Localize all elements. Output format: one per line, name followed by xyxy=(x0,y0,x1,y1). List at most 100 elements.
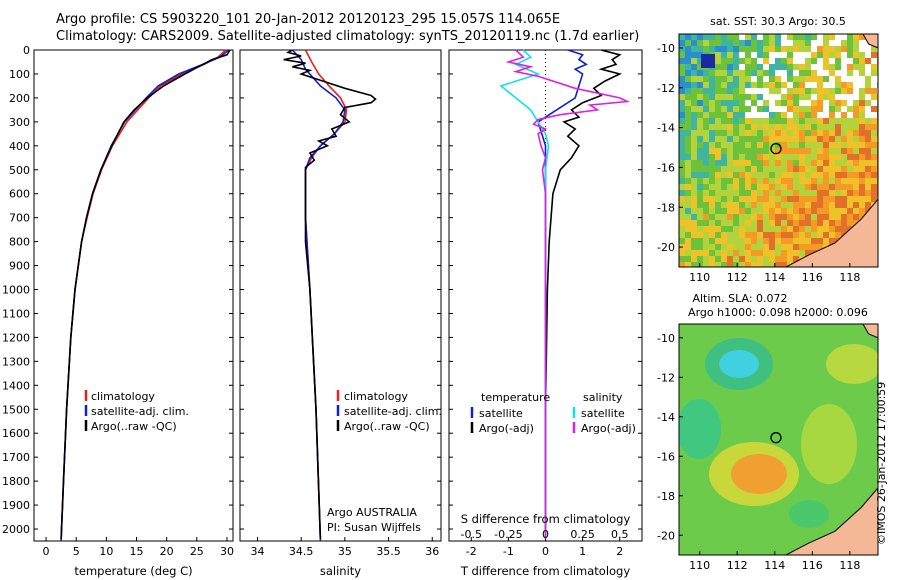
temperature-xtick-label: 5 xyxy=(73,545,80,558)
sla-map-ytick-label: -12 xyxy=(657,371,675,384)
depth-tick-label: 800 xyxy=(9,236,30,249)
salinity-legend-label: climatology xyxy=(344,390,408,403)
s-difference-tick-label: -0.5 xyxy=(461,528,482,541)
float-pi: PI: Susan Wijffels xyxy=(327,521,421,534)
sla-map-ytick-label: -18 xyxy=(657,490,675,503)
difference-panel: -2 -1 0 1 2 T difference from climatology S di… xyxy=(448,49,643,578)
sla-map-xtick-label: 118 xyxy=(839,559,860,572)
difference-legend-label: satellite xyxy=(479,407,523,420)
salinity-series-argo-raw-qc- xyxy=(283,49,377,539)
salinity-panel: 34 34.5 35 35.5 36 salinity climatology satelli… xyxy=(239,49,442,578)
depth-tick-label: 1000 xyxy=(2,284,30,297)
difference-series-salinity-argo-adj- xyxy=(505,49,631,539)
difference-legend-label: satellite xyxy=(581,407,625,420)
sst-map-coastline xyxy=(785,198,878,267)
depth-tick-label: 2000 xyxy=(2,523,30,536)
s-difference-axis-title: S difference from climatology xyxy=(461,512,631,526)
depth-tick-label: 400 xyxy=(9,140,30,153)
temperature-panel: 0 5 10 15 20 25 30 temperature (deg C) 0 100 200 30… xyxy=(2,44,234,578)
temperature-xtick-label: 20 xyxy=(160,545,174,558)
sst-map-ytick-label: -20 xyxy=(657,241,675,254)
sla-map-frame xyxy=(678,323,879,556)
salinity-frame xyxy=(239,49,442,542)
depth-tick-label: 1100 xyxy=(2,307,30,320)
temperature-xtick-label: 25 xyxy=(190,545,204,558)
sst-map-ytick-label: -16 xyxy=(657,161,675,174)
temperature-series-climatology xyxy=(60,49,227,542)
depth-tick-label: 1700 xyxy=(2,451,30,464)
depth-tick-label: 1600 xyxy=(2,427,30,440)
difference-legend-title: temperature xyxy=(481,391,550,404)
sst-map-argo-position-marker xyxy=(770,142,782,155)
salinity-xtick-label: 35.5 xyxy=(376,545,401,558)
sst-map-title: sat. SST: 30.3 Argo: 30.5 xyxy=(710,15,846,28)
temperature-legend-label: satellite-adj. clim. xyxy=(91,405,189,418)
difference-series-salinity-satellite xyxy=(499,49,550,539)
figure-title-line-1: Argo profile: CS 5903220_101 20-Jan-2012… xyxy=(56,12,561,27)
salinity-xtick-label: 34.5 xyxy=(289,545,314,558)
sst-map-xtick-label: 114 xyxy=(764,271,785,284)
sla-map-ytick-label: -14 xyxy=(657,411,675,424)
temperature-xlabel: temperature (deg C) xyxy=(74,564,192,578)
salinity-legend-label: Argo(..raw -QC) xyxy=(344,420,430,433)
temperature-xtick-label: 0 xyxy=(43,545,50,558)
sla-map-xtick-label: 110 xyxy=(689,559,710,572)
depth-tick-label: 0 xyxy=(23,44,30,57)
sst-map-xtick-label: 118 xyxy=(839,271,860,284)
sla-map-subtitle: Argo h1000: 0.098 h2000: 0.096 xyxy=(688,306,868,319)
difference-series-temperature-argo-adj- xyxy=(544,49,623,539)
depth-tick-label: 1500 xyxy=(2,403,30,416)
sla-map-island xyxy=(862,324,878,339)
sla-map-title: Altim. SLA: 0.072 xyxy=(692,292,787,305)
s-difference-tick-label: 0 xyxy=(542,528,549,541)
depth-tick-label: 1900 xyxy=(2,499,30,512)
depth-tick-label: 700 xyxy=(9,212,30,225)
s-difference-tick-label: 0.5 xyxy=(611,528,629,541)
salinity-xtick-label: 36 xyxy=(425,545,439,558)
sla-map-xtick-label: 114 xyxy=(764,559,785,572)
difference-legend-label: Argo(-adj) xyxy=(581,422,636,435)
temperature-legend-label: Argo(..raw -QC) xyxy=(91,420,177,433)
sst-map-xtick-label: 112 xyxy=(727,271,748,284)
sst-map-ytick-label: -14 xyxy=(657,122,675,135)
depth-tick-label: 100 xyxy=(9,68,30,81)
float-owner: Argo AUSTRALIA xyxy=(327,506,417,519)
s-difference-tick-label: -0.25 xyxy=(494,528,522,541)
depth-tick-label: 600 xyxy=(9,188,30,201)
sla-map-xtick-label: 116 xyxy=(802,559,823,572)
salinity-xtick-label: 34 xyxy=(250,545,264,558)
depth-tick-label: 200 xyxy=(9,92,30,105)
temperature-series-argo-raw-qc- xyxy=(60,49,231,539)
sla-map-argo-position-marker xyxy=(770,432,782,444)
sst-map-xtick-label: 110 xyxy=(689,271,710,284)
sla-map-coastline xyxy=(785,487,878,555)
temperature-frame xyxy=(33,49,234,542)
sst-map-field xyxy=(679,34,878,267)
temperature-series-satellite-adj-clim- xyxy=(60,49,230,542)
depth-tick-label: 300 xyxy=(9,116,30,129)
difference-xlabel: T difference from climatology xyxy=(460,564,631,578)
difference-xtick-label: 2 xyxy=(616,545,623,558)
difference-xtick-label: -2 xyxy=(466,545,477,558)
sst-map-xtick-label: 116 xyxy=(802,271,823,284)
sst-map-island xyxy=(862,34,878,49)
difference-xtick-label: 1 xyxy=(579,545,586,558)
depth-tick-label: 500 xyxy=(9,164,30,177)
s-difference-tick-label: 0.25 xyxy=(570,528,595,541)
sla-map-field xyxy=(679,324,878,555)
depth-tick-label: 900 xyxy=(9,260,30,273)
sla-map-panel: 110 112 114 116 118 -10 -12 -14 -16 -18 -20 Altim. … xyxy=(657,292,879,572)
temperature-xtick-label: 10 xyxy=(99,545,113,558)
depth-tick-label: 1300 xyxy=(2,355,30,368)
sst-map-panel: 110 112 114 116 118 -10 -12 -14 -16 -18 -20 sat. SS… xyxy=(657,15,879,284)
sst-map-ytick-label: -10 xyxy=(657,42,675,55)
depth-tick-label: 1800 xyxy=(2,475,30,488)
figure-title-line-2: Climatology: CARS2009. Satellite-adjuste… xyxy=(56,29,640,44)
difference-legend-label: Argo(-adj) xyxy=(479,422,534,435)
salinity-xlabel: salinity xyxy=(320,564,361,578)
sla-map-ytick-label: -10 xyxy=(657,332,675,345)
difference-xtick-label: -1 xyxy=(503,545,514,558)
sst-map-frame xyxy=(678,33,879,268)
sst-map-ytick-label: -12 xyxy=(657,82,675,95)
temperature-legend-label: climatology xyxy=(91,390,155,403)
